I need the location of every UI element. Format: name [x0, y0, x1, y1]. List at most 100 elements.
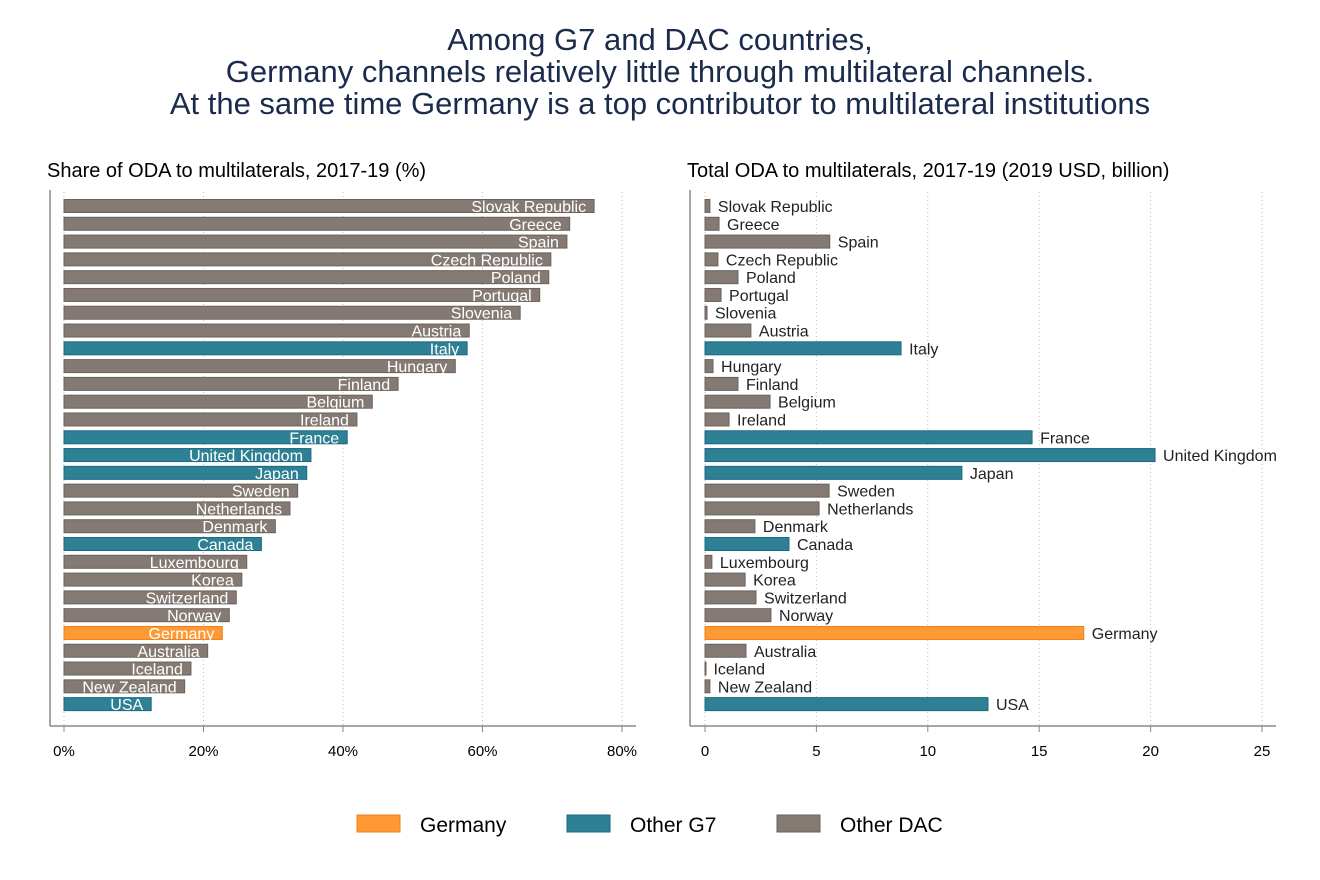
bar-label: Switzerland [764, 590, 847, 607]
bar-finland [63, 376, 399, 391]
chart-title: Among G7 and DAC countries, Germany chan… [0, 24, 1320, 120]
bar-iceland [704, 661, 707, 676]
bar-label: Hungary [721, 359, 781, 376]
bar-usa [63, 697, 152, 712]
bar-label: Czech Republic [431, 252, 543, 269]
x-tick-label: 0 [701, 743, 709, 760]
bar-label: Austria [759, 324, 809, 341]
bar-czech-republic [63, 252, 552, 267]
bar-hungary [63, 359, 456, 374]
panel-title: Total ODA to multilaterals, 2017-19 (201… [687, 160, 1169, 182]
bar-label: Netherlands [196, 501, 282, 518]
x-tick-label: 15 [1031, 743, 1048, 760]
bar-label: Japan [255, 466, 299, 483]
bar-label: Luxembourg [720, 555, 809, 572]
bar-poland [704, 270, 739, 285]
bar-italy [63, 341, 468, 356]
panel-title: Share of ODA to multilaterals, 2017-19 (… [47, 160, 426, 182]
bar-label: Switzerland [146, 590, 229, 607]
bar-label: Sweden [232, 484, 290, 501]
bar-label: Netherlands [827, 501, 913, 518]
bar-belgium [704, 394, 771, 409]
bar-united-kingdom [63, 448, 312, 463]
bar-france [704, 430, 1033, 445]
bar-label: Germany [1092, 626, 1158, 643]
x-tick-label: 80% [607, 743, 637, 760]
bar-portugal [63, 287, 541, 302]
bar-luxembourg [63, 554, 248, 569]
bar-label: Ireland [300, 412, 349, 429]
bar-label: United Kingdom [1163, 448, 1277, 465]
bar-new-zealand [63, 679, 186, 694]
title-line: At the same time Germany is a top contri… [169, 86, 1151, 121]
x-tick-label: 20 [1142, 743, 1159, 760]
bar-australia [704, 643, 747, 658]
legend-label: Other DAC [840, 814, 943, 837]
bar-label: Poland [491, 270, 541, 287]
bar-label: Canada [197, 537, 253, 554]
bar-label: Norway [167, 608, 221, 625]
bar-label: Finland [746, 377, 798, 394]
bar-switzerland [704, 590, 757, 605]
bar-label: New Zealand [82, 679, 176, 696]
bar-new-zealand [704, 679, 711, 694]
bar-finland [704, 376, 739, 391]
bar-label: Italy [909, 341, 938, 358]
bar-netherlands [704, 501, 820, 516]
bar-label: Korea [191, 573, 234, 590]
title-line: Among G7 and DAC countries, [447, 22, 873, 57]
bar-denmark [63, 519, 276, 534]
bar-label: Slovak Republic [471, 199, 586, 216]
bar-label: France [1040, 430, 1090, 447]
x-tick-label: 40% [328, 743, 358, 760]
bar-label: Belgium [306, 395, 364, 412]
bar-ireland [63, 412, 358, 427]
bar-label: Slovenia [451, 306, 512, 323]
bar-canada [704, 537, 790, 552]
bar-spain [704, 234, 831, 249]
bar-label: Belgium [778, 395, 836, 412]
bar-label: Portugal [472, 288, 532, 305]
bar-label: Japan [970, 466, 1014, 483]
bar-label: United Kingdom [189, 448, 303, 465]
bar-greece [704, 216, 720, 231]
bar-label: Slovak Republic [718, 199, 833, 216]
legend-label: Germany [420, 814, 507, 837]
legend-swatch [776, 814, 821, 833]
bar-sweden [704, 483, 830, 498]
bar-austria [704, 323, 752, 338]
bar-germany [704, 625, 1085, 640]
bar-label: Germany [149, 626, 215, 643]
bar-austria [63, 323, 470, 338]
bar-norway [63, 608, 230, 623]
bar-iceland [63, 661, 192, 676]
bar-hungary [704, 359, 714, 374]
bar-label: Italy [430, 341, 459, 358]
bar-korea [63, 572, 243, 587]
bar-label: USA [110, 697, 143, 714]
bar-label: Portugal [729, 288, 789, 305]
bar-norway [704, 608, 772, 623]
bar-label: Australia [754, 644, 816, 661]
bar-label: Sweden [837, 484, 895, 501]
bar-poland [63, 270, 550, 285]
bar-label: Poland [746, 270, 796, 287]
bar-usa [704, 697, 989, 712]
bar-luxembourg [704, 554, 713, 569]
bar-label: Korea [753, 573, 796, 590]
legend-label: Other G7 [630, 814, 716, 837]
bar-label: Norway [779, 608, 833, 625]
bar-belgium [63, 394, 373, 409]
bar-australia [63, 643, 209, 658]
title-line: Germany channels relatively little throu… [225, 54, 1095, 89]
bar-label: Iceland [713, 662, 765, 679]
bar-spain [63, 234, 568, 249]
bar-greece [63, 216, 571, 231]
bar-label: Australia [137, 644, 199, 661]
bar-label: Spain [518, 235, 559, 252]
bar-label: Ireland [737, 412, 786, 429]
bar-czech-republic [704, 252, 719, 267]
bar-label: Slovenia [715, 306, 776, 323]
x-tick-label: 25 [1254, 743, 1271, 760]
